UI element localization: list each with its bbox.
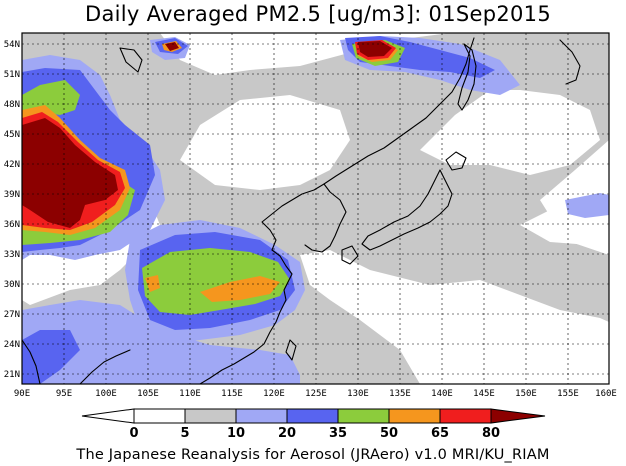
lon-label: 90E xyxy=(14,389,30,399)
map-frame xyxy=(21,32,610,385)
longitude-labels: 90E 95E 100E 105E 110E 115E 120E 125E 13… xyxy=(14,389,617,399)
contour-50-65-yangtze xyxy=(200,276,280,302)
lon-label: 155E xyxy=(557,389,579,399)
colorbar-label: 35 xyxy=(329,426,347,441)
contour-10-20-south xyxy=(22,300,300,384)
latitude-labels: 21N 24N 27N 30N 33N 36N 39N 42N 45N 48N … xyxy=(4,40,20,380)
contour-10-20-east xyxy=(565,193,609,218)
lon-label: 105E xyxy=(137,389,159,399)
colorbar-segment xyxy=(337,408,390,424)
lon-label: 110E xyxy=(179,389,201,399)
colorbar-label: 65 xyxy=(431,426,449,441)
colorbar-segment xyxy=(235,408,288,424)
coast-sakhalin xyxy=(457,43,477,111)
colorbar-label: 10 xyxy=(227,426,245,441)
lon-label: 135E xyxy=(389,389,411,399)
coast-russia xyxy=(323,37,475,185)
coast-kyushu xyxy=(341,245,359,265)
colorbar-segment xyxy=(388,408,441,424)
contour-80-plus-north xyxy=(358,41,392,57)
colorbar-segment-above xyxy=(490,408,546,424)
coast-baikal xyxy=(119,47,143,73)
figure-title: Daily Averaged PM2.5 [ug/m3]: 01Sep2015 xyxy=(85,2,551,26)
contour-clean-air-3 xyxy=(300,250,609,384)
lat-label: 45N xyxy=(4,130,20,140)
colorbar-label: 50 xyxy=(380,426,398,441)
colorbar-label: 80 xyxy=(482,426,500,441)
colorbar-segment xyxy=(439,408,492,424)
lat-label: 24N xyxy=(4,340,20,350)
contour-clean-air-1 xyxy=(180,95,350,190)
contour-35-50-yangtze xyxy=(142,248,290,315)
contour-80-plus-west xyxy=(22,118,118,228)
coast-bangladesh xyxy=(22,339,41,384)
contour-clean-air-4 xyxy=(420,90,600,175)
lat-label: 54N xyxy=(4,40,20,50)
lon-label: 140E xyxy=(431,389,453,399)
colorbar: 0 5 10 20 35 50 65 80 xyxy=(81,408,546,441)
colorbar-label: 5 xyxy=(180,426,189,441)
lon-label: 120E xyxy=(263,389,285,399)
lon-label: 145E xyxy=(473,389,495,399)
coastlines xyxy=(22,37,581,384)
lat-label: 21N xyxy=(4,370,20,380)
coast-vietnam xyxy=(79,349,131,384)
lon-label: 160E xyxy=(595,389,617,399)
coast-hokkaido xyxy=(445,151,467,171)
coast-japan xyxy=(361,169,453,251)
lat-label: 33N xyxy=(4,250,20,260)
lon-label: 95E xyxy=(56,389,72,399)
lat-label: 27N xyxy=(4,310,20,320)
colorbar-segment xyxy=(184,408,237,424)
colorbar-segment xyxy=(133,408,186,424)
lat-label: 51N xyxy=(4,70,20,80)
colorbar-segment-below xyxy=(81,408,135,424)
map-panel: 21N 24N 27N 30N 33N 36N 39N 42N 45N 48N … xyxy=(4,32,617,399)
colorbar-label: 20 xyxy=(278,426,296,441)
contour-50-65-small xyxy=(145,275,160,292)
colorbar-segment xyxy=(286,408,339,424)
lon-label: 100E xyxy=(95,389,117,399)
lat-label: 36N xyxy=(4,220,20,230)
coast-china-korea xyxy=(199,249,293,384)
lon-label: 125E xyxy=(305,389,327,399)
lat-label: 30N xyxy=(4,280,20,290)
pm25-contours xyxy=(22,33,609,384)
lon-label: 150E xyxy=(515,389,537,399)
colorbar-label: 0 xyxy=(129,426,138,441)
graticule xyxy=(22,33,609,384)
lon-label: 130E xyxy=(347,389,369,399)
figure-footer: The Japanese Reanalysis for Aerosol (JRA… xyxy=(75,447,549,463)
lat-label: 48N xyxy=(4,100,20,110)
lat-label: 39N xyxy=(4,190,20,200)
lon-label: 115E xyxy=(221,389,243,399)
lat-label: 42N xyxy=(4,160,20,170)
